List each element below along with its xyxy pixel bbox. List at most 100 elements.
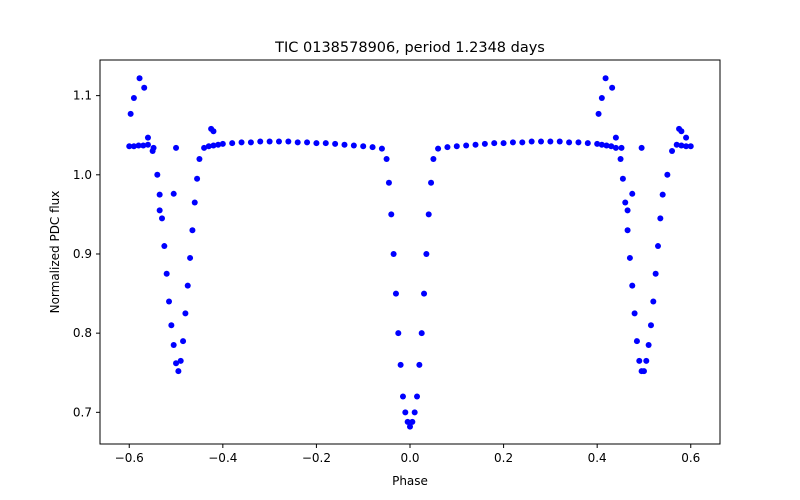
data-point [170, 190, 177, 197]
data-point [191, 199, 198, 206]
data-point [624, 227, 631, 234]
data-point [210, 142, 217, 149]
data-point [414, 393, 421, 400]
data-point [126, 143, 133, 150]
data-point [127, 110, 134, 117]
data-point [395, 330, 402, 337]
data-point [650, 298, 657, 305]
data-point [636, 357, 643, 364]
data-point [626, 254, 633, 261]
data-point [652, 270, 659, 277]
data-point [141, 84, 148, 91]
data-point [418, 330, 425, 337]
y-axis-ticks: 0.7 0.8 0.9 1.0 1.1 [73, 89, 100, 419]
data-point [608, 143, 615, 150]
data-point [409, 418, 416, 425]
x-axis-ticks: −0.6 −0.4 −0.2 0.0 0.2 0.4 0.6 [115, 444, 700, 465]
data-point [390, 250, 397, 257]
data-point [538, 138, 545, 145]
data-point [678, 128, 685, 135]
data-point [170, 342, 177, 349]
data-point [617, 155, 624, 162]
data-point [423, 250, 430, 257]
data-point [655, 243, 661, 250]
data-point [659, 191, 666, 198]
data-point [598, 95, 605, 101]
data-point [430, 155, 437, 162]
data-point [638, 144, 645, 151]
data-point [416, 361, 423, 368]
data-point [275, 138, 282, 145]
data-point [481, 140, 488, 147]
data-point [575, 139, 582, 146]
x-tick-label: 0.4 [588, 451, 607, 465]
chart-title: TIC 0138578906, period 1.2348 days [274, 40, 545, 56]
data-point [173, 360, 180, 367]
data-point [643, 357, 650, 364]
data-point [257, 138, 264, 145]
data-point [519, 139, 526, 146]
data-point [159, 215, 165, 222]
x-tick-label: −0.2 [302, 451, 331, 465]
data-point [219, 140, 226, 147]
data-point [210, 128, 217, 135]
data-point [500, 140, 507, 147]
data-point [657, 215, 664, 222]
data-point [683, 143, 690, 150]
x-tick-label: 0.2 [494, 451, 513, 465]
data-point [294, 139, 301, 146]
data-point [664, 171, 671, 178]
data-point [194, 175, 201, 182]
data-point [385, 179, 392, 186]
data-point [556, 138, 563, 145]
data-point [383, 155, 390, 162]
data-point [629, 282, 636, 289]
data-point [177, 357, 184, 364]
data-point [378, 145, 385, 152]
data-point [266, 138, 273, 145]
y-tick-label: 0.7 [73, 405, 92, 419]
data-point [173, 144, 180, 151]
data-point [161, 243, 168, 250]
data-point [392, 290, 399, 297]
data-point [140, 142, 147, 149]
y-tick-label: 0.8 [73, 326, 92, 340]
data-point [229, 140, 236, 147]
data-point [130, 143, 137, 150]
y-tick-label: 0.9 [73, 247, 92, 261]
data-point [669, 148, 676, 155]
x-tick-label: −0.4 [208, 451, 237, 465]
data-point [640, 368, 647, 375]
data-point [189, 227, 196, 234]
scatter-series [126, 75, 694, 430]
data-point [154, 171, 161, 178]
data-point [444, 144, 451, 151]
data-point [619, 175, 626, 182]
data-point [156, 207, 163, 214]
x-axis-label: Phase [392, 474, 428, 488]
data-point [150, 144, 157, 151]
x-tick-label: 0.6 [681, 451, 700, 465]
data-point [595, 110, 602, 117]
data-point [187, 254, 194, 261]
data-point [399, 393, 406, 400]
data-point [397, 361, 404, 368]
data-point [166, 298, 173, 305]
data-point [463, 142, 470, 149]
data-point [404, 418, 411, 425]
data-point [322, 140, 329, 147]
data-point [598, 141, 605, 148]
data-point [491, 140, 498, 147]
data-point [402, 409, 409, 416]
data-point [130, 95, 137, 101]
data-point [584, 140, 591, 147]
data-point [247, 139, 254, 146]
data-point [238, 139, 245, 146]
data-point [622, 199, 629, 206]
data-point [428, 179, 435, 186]
data-point [332, 140, 339, 147]
data-point [215, 141, 222, 148]
data-point [156, 191, 163, 198]
data-point [631, 310, 638, 317]
data-point [175, 368, 182, 375]
